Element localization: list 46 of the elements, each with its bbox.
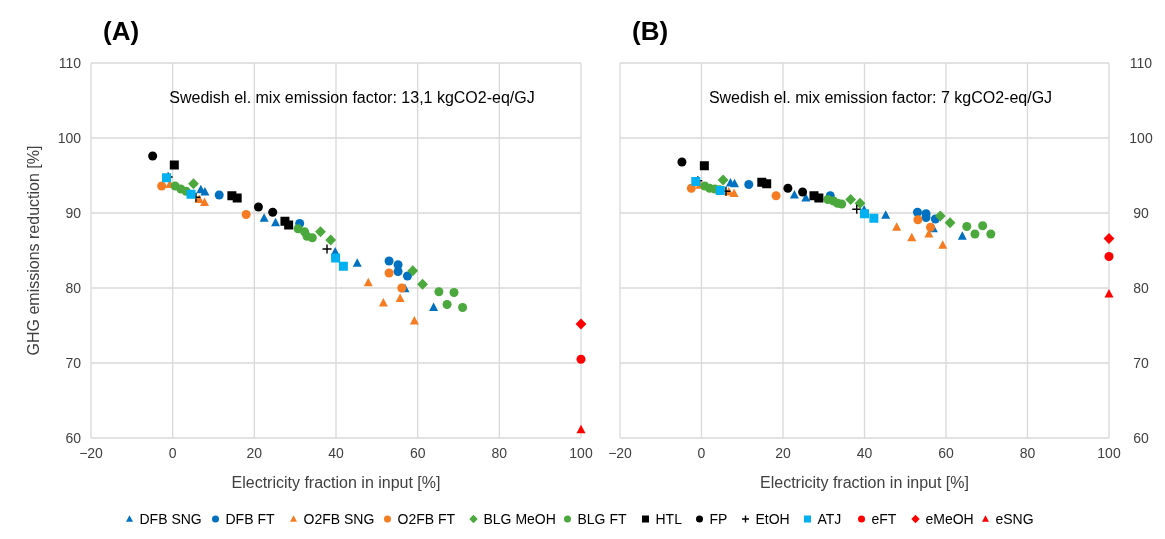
x-tick-label: 100 [1097, 445, 1121, 461]
y-tick-label: 110 [58, 55, 82, 71]
x-tick-label: 80 [1019, 445, 1036, 461]
legend-label: O2FB FT [397, 511, 456, 527]
x-axis-title: Electricity fraction in input [%] [231, 474, 441, 491]
x-tick-label: 60 [938, 445, 954, 461]
y-tick-label: 100 [57, 130, 82, 146]
x-axis-title: Electricity fraction in input [%] [760, 474, 969, 491]
x-tick-label: 20 [775, 445, 791, 461]
y-tick-label: 100 [1129, 130, 1153, 146]
x-tick-label: 60 [409, 445, 426, 461]
legend-label: EtOH [755, 511, 790, 527]
y-tick-label: 70 [1133, 355, 1149, 371]
y-tick-label: 90 [1133, 205, 1149, 221]
legend-label: FP [709, 511, 728, 527]
chart-title: (B) [632, 16, 669, 46]
x-tick-label: 0 [168, 445, 177, 461]
y-tick-label: 90 [65, 205, 82, 221]
x-tick-label: 100 [569, 445, 593, 461]
legend-label: HTL [655, 511, 683, 527]
legend-label: eFT [871, 511, 897, 527]
annotation: Swedish el. mix emission factor: 13,1 kgCO2-eq/GJ [169, 89, 535, 106]
y-tick-label: 70 [65, 355, 82, 371]
y-tick-label: 60 [1133, 430, 1149, 446]
y-axis-title: GHG emissions reduction [%] [25, 145, 42, 356]
x-tick-label: 20 [246, 445, 263, 461]
legend-label: ATJ [817, 511, 842, 527]
x-tick-label: −20 [608, 445, 633, 461]
legend-label: eMeOH [925, 511, 974, 527]
legend-label: eSNG [995, 511, 1034, 527]
x-tick-label: −20 [79, 445, 104, 461]
y-tick-label: 60 [65, 430, 82, 446]
y-tick-label: 110 [1129, 55, 1153, 71]
annotation: Swedish el. mix emission factor: 7 kgCO2-eq/GJ [708, 89, 1053, 106]
legend-label: BLG MeOH [483, 511, 556, 527]
y-tick-label: 80 [1133, 280, 1149, 296]
x-tick-label: 40 [328, 445, 344, 461]
x-tick-label: 40 [856, 445, 873, 461]
legend-label: O2FB SNG [303, 511, 375, 527]
legend-label: BLG FT [577, 511, 627, 527]
chart-title: (A) [103, 16, 140, 46]
x-tick-label: 80 [491, 445, 508, 461]
legend-label: DFB FT [225, 511, 275, 527]
y-tick-label: 80 [65, 280, 82, 296]
legend-label: DFB SNG [139, 511, 202, 527]
x-tick-label: 0 [697, 445, 706, 461]
